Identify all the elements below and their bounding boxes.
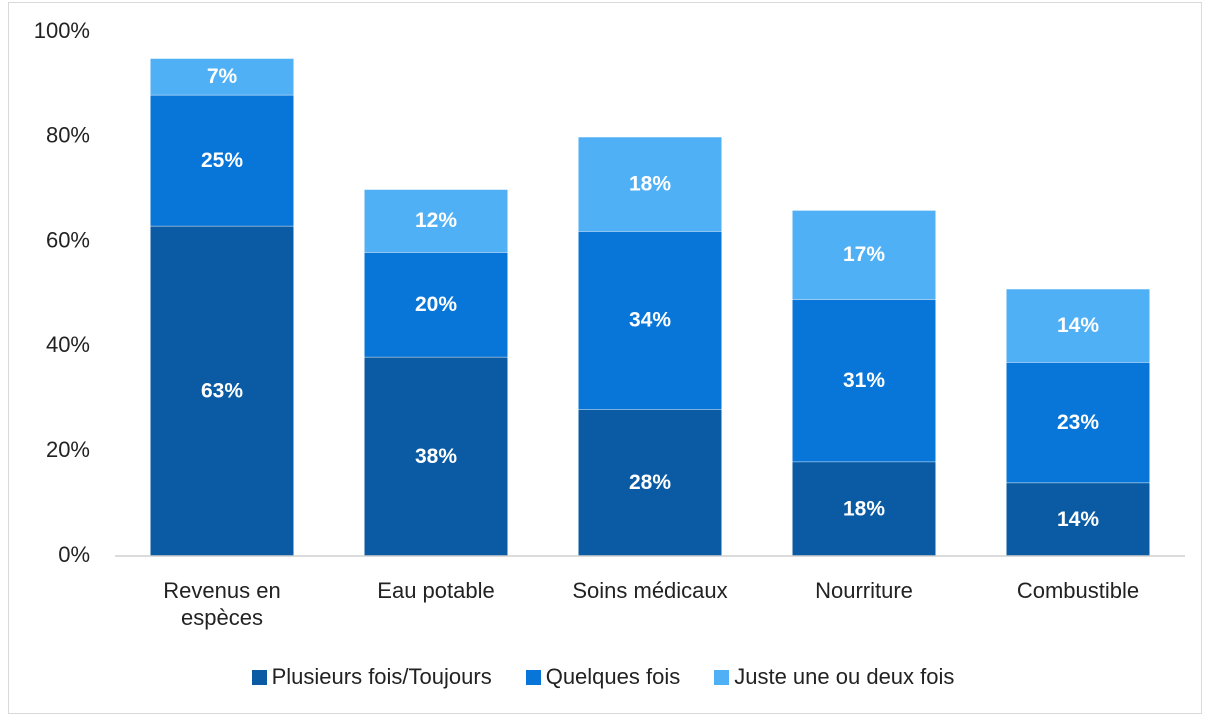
bar-segment: [792, 461, 936, 556]
bar-segment: [578, 409, 722, 556]
bar-segment: [578, 231, 722, 410]
data-label: 7%: [207, 65, 238, 88]
legend-item: Quelques fois: [525, 664, 681, 690]
data-label: 18%: [843, 497, 885, 520]
data-label: 12%: [415, 209, 457, 232]
data-label: 34%: [629, 309, 671, 332]
y-tick-label: 40%: [46, 332, 90, 357]
data-label: 63%: [201, 379, 243, 402]
bar-segment: [364, 356, 508, 556]
data-label: 17%: [843, 243, 885, 266]
data-label: 25%: [201, 149, 243, 172]
data-label: 28%: [629, 471, 671, 494]
bar-segment: [792, 210, 936, 300]
bar-segment: [1006, 362, 1150, 483]
data-label: 31%: [843, 369, 885, 392]
bar-segment: [150, 94, 294, 226]
legend-label: Quelques fois: [545, 664, 681, 689]
bar-segment: [150, 225, 294, 556]
legend-swatch: [251, 669, 267, 685]
y-tick-label: 60%: [46, 227, 90, 252]
bar-segment: [792, 299, 936, 462]
x-tick-label: Revenus en espèces: [163, 578, 281, 630]
legend-swatch: [525, 669, 541, 685]
legend-label: Plusieurs fois/Toujours: [271, 664, 492, 689]
legend-swatch: [714, 669, 730, 685]
bar-segment: [364, 189, 508, 253]
bar-segment: [578, 136, 722, 232]
x-tick-label: Soins médicaux: [572, 578, 728, 603]
x-tick-label: Nourriture: [815, 578, 913, 603]
data-label: 14%: [1057, 508, 1099, 531]
bar-segment: [150, 58, 294, 95]
x-tick-label: Combustible: [1016, 578, 1140, 603]
bar-segment: [364, 252, 508, 357]
bar-segment: [1006, 482, 1150, 556]
data-label: 18%: [629, 173, 671, 196]
y-tick-label: 0%: [58, 542, 90, 567]
legend: Plusieurs fois/Toujours Quelques fois Just…: [0, 664, 1206, 690]
chart-frame: [8, 2, 1202, 714]
legend-item: Juste une ou deux fois: [714, 664, 954, 690]
x-tick-label: Eau potable: [377, 578, 495, 603]
legend-item: Plusieurs fois/Toujours: [251, 664, 492, 690]
data-label: 23%: [1057, 411, 1099, 434]
y-tick-label: 20%: [46, 437, 90, 462]
y-tick-label: 80%: [46, 123, 90, 148]
legend-label: Juste une ou deux fois: [734, 664, 955, 689]
data-label: 38%: [415, 445, 457, 468]
y-tick-label: 100%: [34, 18, 90, 43]
data-label: 20%: [415, 293, 457, 316]
data-label: 14%: [1057, 314, 1099, 337]
bar-segment: [1006, 288, 1150, 363]
